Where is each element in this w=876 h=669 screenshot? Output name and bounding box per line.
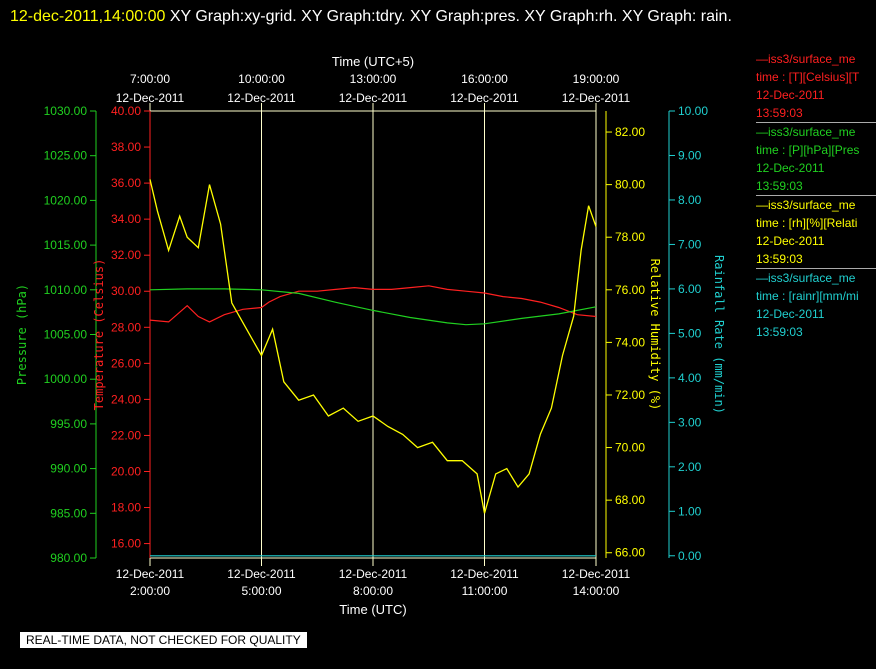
x-tick-label: 12-Dec-2011 <box>116 567 185 581</box>
legend-line: 13:59:03 <box>756 179 803 193</box>
rain-tick-label: 5.00 <box>678 326 702 340</box>
pressure-tick-label: 1010.00 <box>44 283 88 297</box>
humidity-tick-label: 72.00 <box>615 388 645 402</box>
chart-svg: 12-Dec-2011 2:00:00 12-Dec-2011 5:00:00 12-D… <box>15 54 726 617</box>
legend-line: —iss3/surface_me <box>756 125 856 139</box>
pressure-tick-label: 1000.00 <box>44 372 88 386</box>
x-top-tick-label: 12-Dec-2011 <box>562 91 631 105</box>
rain-axis-label: Rainfall Rate (mm/min) <box>712 255 726 414</box>
x-top-tick-label: 12-Dec-2011 <box>227 91 296 105</box>
legend-line: 13:59:03 <box>756 252 803 266</box>
legend-line: time : [rh][%][Relati <box>756 216 858 230</box>
x-tick-label: 12-Dec-2011 <box>450 567 519 581</box>
legend-line: —iss3/surface_me <box>756 198 856 212</box>
legend-line: 13:59:03 <box>756 106 803 120</box>
pressure-tick-label: 1030.00 <box>44 104 88 118</box>
legend: —iss3/surface_me time : [T][Celsius][T 12-… <box>756 50 876 341</box>
humidity-tick-label: 78.00 <box>615 230 645 244</box>
temperature-tick-label: 20.00 <box>111 464 141 478</box>
temperature-tick-label: 22.00 <box>111 428 141 442</box>
x-tick-label: 12-Dec-2011 <box>339 567 408 581</box>
x-tick-label: 8:00:00 <box>353 584 393 598</box>
pressure-tick-label: 985.00 <box>50 506 87 520</box>
x-tick-label: 2:00:00 <box>130 584 170 598</box>
legend-line: —iss3/surface_me <box>756 52 856 66</box>
pressure-tick-label: 980.00 <box>50 551 87 565</box>
rain-tick-label: 6.00 <box>678 282 702 296</box>
pressure-tick-label: 995.00 <box>50 417 87 431</box>
humidity-tick-label: 80.00 <box>615 178 645 192</box>
legend-line: 12-Dec-2011 <box>756 88 825 102</box>
legend-line: 12-Dec-2011 <box>756 234 825 248</box>
series-line-relative-humidity <box>149 179 597 514</box>
rain-tick-label: 8.00 <box>678 193 702 207</box>
x-top-tick-label: 19:00:00 <box>573 72 620 86</box>
timestamp: 12-dec-2011,14:00:00 <box>10 8 166 25</box>
humidity-tick-label: 74.00 <box>615 335 645 349</box>
legend-line: time : [rainr][mm/mi <box>756 289 859 303</box>
legend-line: time : [P][hPa][Pres <box>756 143 860 157</box>
temperature-tick-label: 36.00 <box>111 176 141 190</box>
temperature-tick-label: 30.00 <box>111 284 141 298</box>
x-tick-label: 14:00:00 <box>573 584 620 598</box>
legend-line: 12-Dec-2011 <box>756 307 825 321</box>
quality-disclaimer: REAL-TIME DATA, NOT CHECKED FOR QUALITY <box>20 632 307 648</box>
rain-tick-label: 10.00 <box>678 104 708 118</box>
x-top-tick-label: 12-Dec-2011 <box>339 91 408 105</box>
temperature-tick-label: 34.00 <box>111 212 141 226</box>
pressure-tick-label: 1015.00 <box>44 238 88 252</box>
rain-tick-label: 4.00 <box>678 371 702 385</box>
x-top-tick-label: 12-Dec-2011 <box>450 91 519 105</box>
pressure-tick-label: 1025.00 <box>44 149 88 163</box>
temperature-tick-label: 38.00 <box>111 140 141 154</box>
x-tick-label: 12-Dec-2011 <box>562 567 631 581</box>
temperature-tick-label: 40.00 <box>111 104 141 118</box>
pressure-tick-label: 1005.00 <box>44 328 88 342</box>
legend-line: —iss3/surface_me <box>756 271 856 285</box>
graph-list: XY Graph:xy-grid. XY Graph:tdry. XY Grap… <box>165 8 732 25</box>
rain-tick-label: 1.00 <box>678 504 702 518</box>
humidity-tick-label: 82.00 <box>615 125 645 139</box>
temperature-tick-label: 24.00 <box>111 392 141 406</box>
rain-tick-label: 7.00 <box>678 237 702 251</box>
humidity-tick-label: 70.00 <box>615 441 645 455</box>
x-top-tick-label: 12-Dec-2011 <box>116 91 185 105</box>
x-top-tick-label: 16:00:00 <box>461 72 508 86</box>
temperature-axis-label: Temperature (Celsius) <box>92 259 106 411</box>
x-top-tick-label: 10:00:00 <box>238 72 285 86</box>
humidity-tick-label: 68.00 <box>615 493 645 507</box>
rain-tick-label: 2.00 <box>678 460 702 474</box>
legend-line: 12-Dec-2011 <box>756 161 825 175</box>
humidity-axis-label: Relative Humidity (%) <box>648 259 662 411</box>
series-line-pressure <box>149 288 597 326</box>
temperature-tick-label: 28.00 <box>111 320 141 334</box>
rain-tick-label: 0.00 <box>678 549 702 563</box>
humidity-tick-label: 66.00 <box>615 546 645 560</box>
legend-line: 13:59:03 <box>756 325 803 339</box>
temperature-tick-label: 18.00 <box>111 501 141 515</box>
x-axis-label: Time (UTC) <box>339 602 406 617</box>
x-top-tick-label: 7:00:00 <box>130 72 170 86</box>
legend-line: time : [T][Celsius][T <box>756 70 860 84</box>
x-top-tick-label: 13:00:00 <box>350 72 397 86</box>
rain-tick-label: 3.00 <box>678 415 702 429</box>
x-tick-label: 12-Dec-2011 <box>227 567 296 581</box>
temperature-tick-label: 16.00 <box>111 537 141 551</box>
humidity-tick-label: 76.00 <box>615 283 645 297</box>
pressure-tick-label: 1020.00 <box>44 193 88 207</box>
pressure-axis-label: Pressure (hPa) <box>15 284 29 385</box>
chart-title: 12-dec-2011,14:00:00 XY Graph:xy-grid. X… <box>10 3 870 31</box>
series-line-temperature <box>149 285 597 323</box>
temperature-tick-label: 26.00 <box>111 356 141 370</box>
x-tick-label: 5:00:00 <box>241 584 281 598</box>
rain-tick-label: 9.00 <box>678 148 702 162</box>
pressure-tick-label: 990.00 <box>50 462 87 476</box>
temperature-tick-label: 32.00 <box>111 248 141 262</box>
x-top-axis-label: Time (UTC+5) <box>332 54 414 69</box>
x-tick-label: 11:00:00 <box>462 584 508 598</box>
